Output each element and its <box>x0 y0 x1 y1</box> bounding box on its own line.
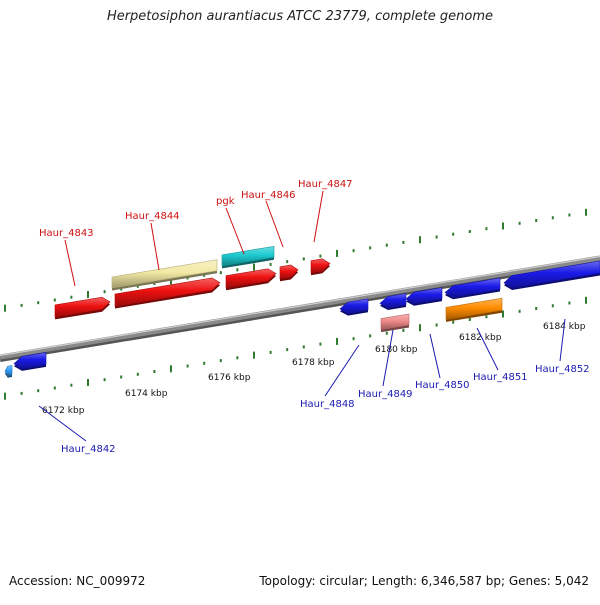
gene-haur-4851-rna <box>445 297 503 320</box>
leader-line-lower <box>382 329 394 387</box>
gene-haur-4842 <box>13 352 47 369</box>
gene-label-haur-4847: Haur_4847 <box>298 179 353 190</box>
scale-label: 6176 kbp <box>208 373 251 383</box>
gene-haur-4847 <box>310 258 331 274</box>
gene-label-haur-4842: Haur_4842 <box>61 444 116 455</box>
gene-haur-4844-rna <box>111 259 218 289</box>
gene-label-pgk: pgk <box>216 196 235 207</box>
leader-line-lower <box>476 327 499 371</box>
scale-label: 6178 kbp <box>292 358 335 368</box>
gene-haur-4848 <box>339 298 369 314</box>
gene-label-haur-4850: Haur_4850 <box>415 380 470 391</box>
backbone <box>0 255 600 360</box>
leader-line-upper <box>225 207 245 255</box>
leader-line-upper <box>313 190 324 243</box>
scale-label: 6172 kbp <box>42 406 85 416</box>
gene-haur-4844 <box>114 277 221 307</box>
gene-haur-4851 <box>444 277 501 298</box>
scale-label: 6182 kbp <box>459 333 502 343</box>
leader-line-upper <box>265 200 284 248</box>
leader-line-upper <box>150 222 160 271</box>
gene-haur-4846 <box>279 264 299 280</box>
gene-pgk-rna <box>221 245 275 267</box>
gene-label-haur-4843: Haur_4843 <box>39 228 94 239</box>
gene-haur-4852 <box>503 260 600 288</box>
gene-label-haur-4844: Haur_4844 <box>125 211 180 222</box>
gene-label-haur-4851: Haur_4851 <box>473 372 528 383</box>
gene-pgk <box>225 268 277 289</box>
leader-line-lower <box>559 318 566 362</box>
genome-summary-text: Topology: circular; Length: 6,346,587 bp… <box>259 574 589 588</box>
gene-haur-4850 <box>405 287 443 304</box>
gene-label-haur-4846: Haur_4846 <box>241 190 296 201</box>
accession-text: Accession: NC_009972 <box>9 574 146 588</box>
gene-label-haur-4849: Haur_4849 <box>358 389 413 400</box>
gene-haur-4843 <box>54 296 111 318</box>
gene-label-haur-4848: Haur_4848 <box>300 399 355 410</box>
scale-label: 6180 kbp <box>375 345 418 355</box>
leader-line-lower <box>38 405 87 442</box>
backbone-highlight <box>0 255 600 357</box>
gene-haur-4842-fragment <box>4 365 13 376</box>
scale-label: 6174 kbp <box>125 389 168 399</box>
map-title: Herpetosiphon aurantiacus ATCC 23779, co… <box>106 9 494 24</box>
gene-label-haur-4852: Haur_4852 <box>535 364 590 375</box>
leader-line-lower <box>429 333 441 379</box>
leader-line-lower <box>324 344 360 397</box>
leader-line-upper <box>64 239 76 287</box>
gene-haur-4849-rna <box>380 313 410 330</box>
